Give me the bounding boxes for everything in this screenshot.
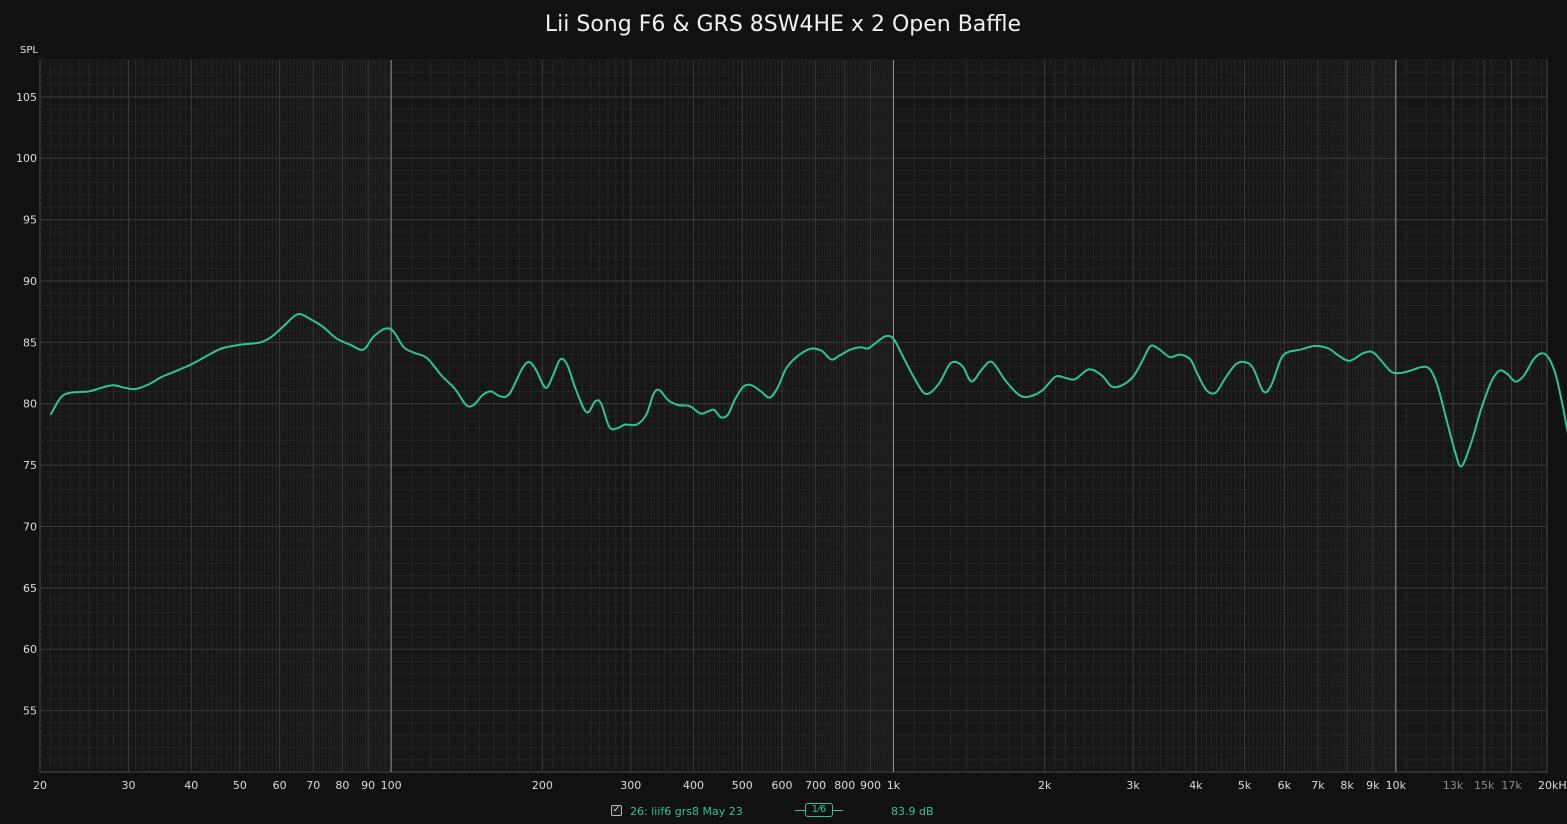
x-tick-label: 100: [381, 779, 402, 792]
y-tick-label: 90: [23, 275, 37, 288]
series-layer: [49, 313, 1567, 468]
series-level-readout: 83.9 dB: [891, 805, 934, 818]
series-name-label[interactable]: 26: liif6 grs8 May 23: [630, 805, 743, 818]
smoothing-line-left: [795, 810, 805, 811]
y-tick-label: 55: [23, 705, 37, 718]
x-tick-label: 10k: [1386, 779, 1407, 792]
x-tick-label: 30: [121, 779, 135, 792]
smoothing-line-right: [833, 810, 843, 811]
y-tick-label: 60: [23, 643, 37, 656]
series-visibility-checkbox[interactable]: ✓: [611, 805, 622, 816]
x-tick-label: 20kHz: [1538, 779, 1567, 792]
y-tick-label: 80: [23, 398, 37, 411]
x-tick-label: 17k: [1501, 779, 1522, 792]
y-tick-label: 75: [23, 459, 37, 472]
x-tick-label: 6k: [1278, 779, 1292, 792]
x-tick-label: 70: [306, 779, 320, 792]
x-tick-label: 1k: [887, 779, 901, 792]
x-tick-label: 50: [233, 779, 247, 792]
x-tick-label: 800: [834, 779, 855, 792]
series-line[interactable]: [49, 313, 1567, 468]
x-tick-label: 900: [860, 779, 881, 792]
x-tick-label: 7k: [1311, 779, 1325, 792]
y-tick-label: 105: [16, 91, 37, 104]
x-tick-label: 15k: [1474, 779, 1495, 792]
x-tick-label: 600: [772, 779, 793, 792]
x-tick-label: 9k: [1366, 779, 1380, 792]
y-tick-label: 70: [23, 520, 37, 533]
x-tick-label: 5k: [1238, 779, 1252, 792]
x-tick-label: 13k: [1443, 779, 1464, 792]
x-tick-label: 3k: [1126, 779, 1140, 792]
x-tick-label: 2k: [1038, 779, 1052, 792]
x-axis-ticks: 20 30 40 50 60 70 80 90 100 200 300 400 500 600 700 800…: [33, 779, 1567, 792]
x-tick-label: 200: [532, 779, 553, 792]
legend-bar: ✓ 26: liif6 grs8 May 23 1⁄6 83.9 dB: [0, 803, 1567, 821]
x-tick-label: 300: [620, 779, 641, 792]
minor-gridlines: [40, 59, 1547, 772]
y-axis-ticks: 55 60 65 70 75 80 85 90 95 100 105: [16, 91, 37, 718]
y-tick-label: 85: [23, 336, 37, 349]
y-tick-label: 65: [23, 582, 37, 595]
y-axis-label: SPL: [20, 45, 38, 56]
x-tick-label: 8k: [1340, 779, 1354, 792]
x-tick-label: 4k: [1189, 779, 1203, 792]
smoothing-button[interactable]: 1⁄6: [805, 803, 833, 817]
x-tick-label: 90: [361, 779, 375, 792]
x-tick-label: 40: [184, 779, 198, 792]
x-tick-label: 60: [273, 779, 287, 792]
y-tick-label: 95: [23, 214, 37, 227]
x-tick-label: 20: [33, 779, 47, 792]
y-tick-label: 100: [16, 152, 37, 165]
x-tick-label: 400: [683, 779, 704, 792]
x-tick-label: 500: [732, 779, 753, 792]
x-tick-label: 700: [805, 779, 826, 792]
major-gridlines: [40, 60, 1547, 772]
x-tick-label: 80: [335, 779, 349, 792]
chart-title: Lii Song F6 & GRS 8SW4HE x 2 Open Baffle: [545, 12, 1021, 37]
